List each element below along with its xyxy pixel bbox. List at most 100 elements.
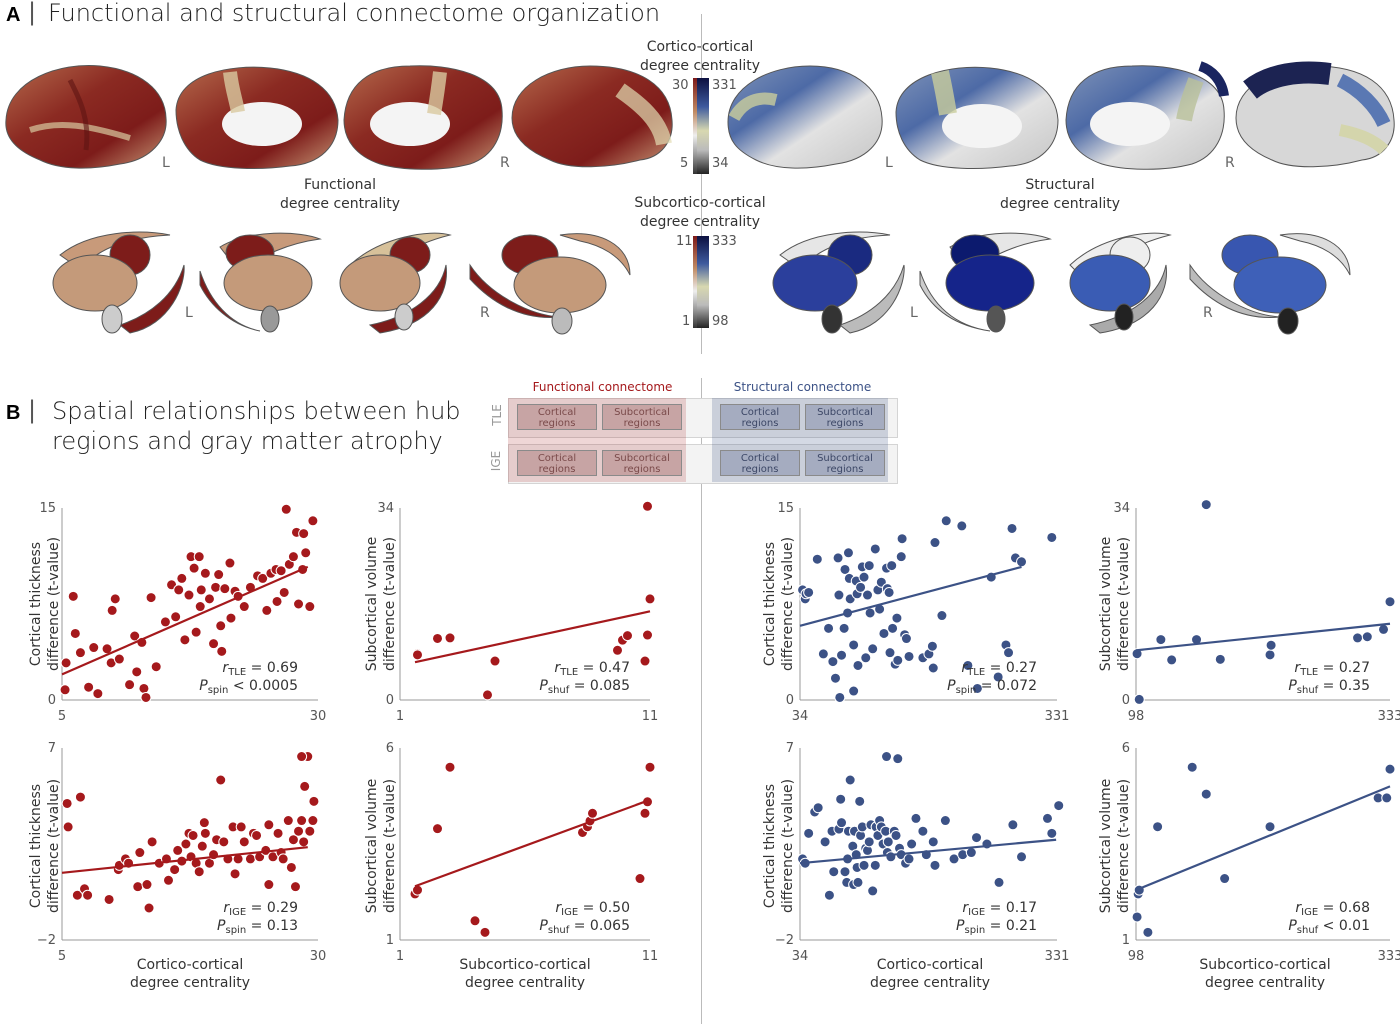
data-point — [296, 751, 308, 763]
y-tick-label: 34 — [1113, 501, 1130, 516]
panel-b-separator: | — [28, 396, 37, 424]
data-point — [926, 640, 938, 652]
data-point — [280, 503, 292, 515]
data-point — [812, 802, 824, 814]
x-tick-label: 1 — [396, 949, 404, 964]
ylabel-line1: Cortical thickness — [28, 783, 44, 909]
data-point — [890, 829, 902, 841]
panel-b-title-line2: regions and gray matter atrophy — [52, 427, 443, 455]
data-point — [150, 661, 162, 673]
data-point — [852, 876, 864, 888]
fit-line — [1135, 785, 1391, 892]
data-point — [844, 774, 856, 786]
data-point — [1131, 648, 1143, 660]
x-tick-label: 333 — [1378, 949, 1400, 964]
y-tick-label: 15 — [39, 501, 56, 516]
data-point — [482, 689, 493, 701]
data-point — [469, 915, 481, 927]
data-point — [140, 691, 152, 703]
data-point — [1053, 800, 1065, 812]
data-point — [213, 569, 225, 581]
data-point — [203, 593, 215, 605]
x-tick-label: 11 — [642, 709, 659, 724]
hemi-label-func-cortex-L: L — [162, 155, 170, 171]
ylabel-line2: difference (t-value) — [780, 778, 796, 914]
data-point — [224, 557, 236, 569]
functional-degree-label: Functional degree centrality — [270, 176, 410, 214]
data-point — [1214, 653, 1226, 665]
data-point — [308, 795, 320, 807]
data-point — [195, 584, 207, 596]
data-point — [965, 847, 977, 859]
data-point — [891, 612, 903, 624]
data-point — [848, 639, 860, 651]
data-point — [169, 864, 181, 876]
data-point — [432, 632, 443, 644]
x-tick-label: 5 — [58, 709, 66, 724]
data-point — [971, 682, 983, 694]
data-point — [642, 629, 653, 641]
data-point — [948, 853, 960, 865]
data-point — [304, 601, 316, 613]
stat-r: rTLE = 0.47 — [554, 660, 630, 678]
data-point — [867, 885, 879, 897]
sc-scale-struct-min: 98 — [712, 314, 729, 329]
ylabel-line1: Cortical thickness — [762, 783, 778, 909]
xlabel-line2: degree centrality — [129, 975, 251, 991]
sc-scale-func-min: 1 — [682, 314, 691, 329]
data-point — [307, 515, 319, 527]
data-point — [489, 655, 501, 667]
data-point — [803, 586, 815, 598]
data-point — [639, 807, 651, 819]
data-point — [194, 601, 206, 613]
data-point — [832, 552, 844, 564]
stat-r: rIGE = 0.29 — [223, 900, 298, 918]
legend-functional-title: Functional connectome — [532, 380, 673, 394]
sc-colorbar-title-line1: Subcortico-cortical — [634, 195, 766, 211]
data-point — [906, 838, 918, 850]
data-point — [892, 753, 904, 765]
data-point — [179, 634, 191, 646]
data-point — [1264, 649, 1276, 661]
data-point — [69, 627, 81, 639]
data-point — [1046, 827, 1058, 839]
data-point — [238, 601, 250, 613]
data-point — [83, 681, 95, 693]
data-point — [823, 622, 835, 634]
legend-func-ige-cortical: Cortical regions — [517, 450, 597, 476]
data-point — [864, 607, 876, 619]
data-point — [289, 881, 301, 893]
sc-colorbar-structural — [697, 236, 709, 328]
panel-b-title: Spatial relationships between hub region… — [52, 396, 461, 456]
y-tick-label: 6 — [1122, 741, 1130, 756]
data-point — [867, 643, 879, 655]
data-point — [1006, 522, 1018, 534]
data-point — [971, 832, 983, 844]
cc-colorbar-title: Cortico-cortical degree centrality — [620, 38, 780, 76]
xlabel-line1: Subcortico-cortical — [459, 957, 591, 973]
data-point — [834, 691, 846, 703]
brain-struct-right-lateral — [1235, 61, 1395, 168]
data-point — [833, 589, 845, 601]
data-point — [827, 656, 839, 668]
data-point — [612, 644, 623, 656]
ylabel-line2: difference (t-value) — [382, 536, 398, 672]
data-point — [910, 812, 922, 824]
data-point — [639, 655, 651, 667]
y-tick-label: 7 — [48, 741, 56, 756]
data-point — [190, 626, 202, 638]
data-point — [884, 647, 896, 659]
data-point — [263, 879, 275, 891]
xlabel-line2: degree centrality — [869, 975, 991, 991]
y-tick-label: 1 — [386, 933, 394, 948]
data-point — [261, 604, 273, 616]
hemi-label-struct-cortex-L: L — [885, 155, 893, 171]
data-point — [124, 679, 136, 691]
legend-struct-tle-subcortical: Subcortical regions — [805, 404, 885, 430]
y-tick-label: −2 — [37, 933, 56, 948]
data-point — [1016, 851, 1028, 863]
brain-func-right-lateral — [511, 65, 673, 168]
data-point — [187, 829, 199, 841]
data-point — [1131, 911, 1143, 923]
